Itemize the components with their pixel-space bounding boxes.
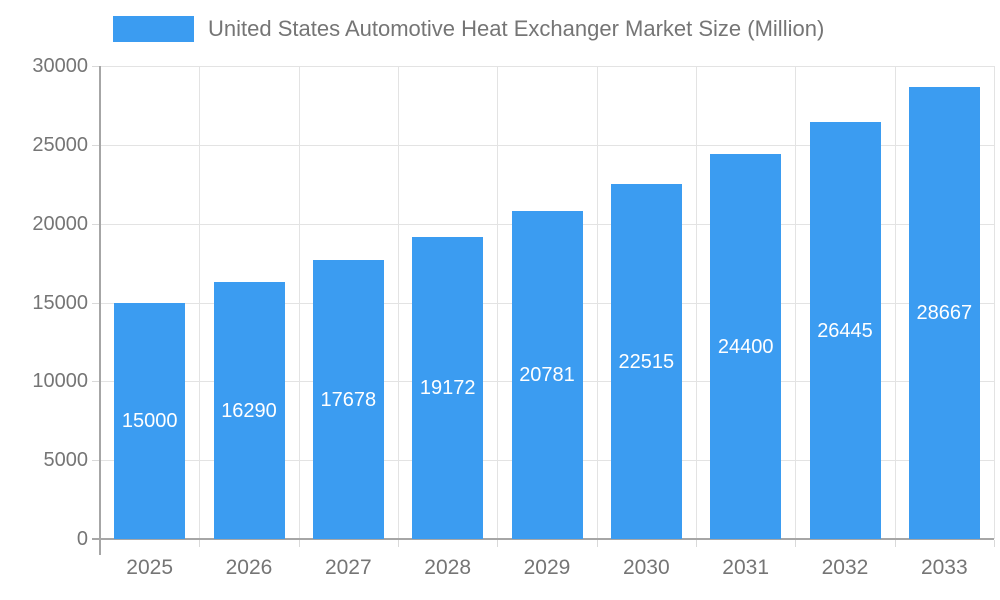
- legend-label: United States Automotive Heat Exchanger …: [208, 16, 825, 41]
- h-gridline: [100, 144, 994, 146]
- x-tick-label: 2027: [324, 556, 372, 579]
- x-axis-tick: [696, 540, 697, 547]
- y-tick-label: 5000: [43, 449, 89, 472]
- x-tick-label: 2030: [622, 556, 670, 579]
- y-axis-tick: [92, 381, 100, 383]
- x-tick-label: 2031: [722, 556, 770, 579]
- x-axis-line: [92, 538, 994, 540]
- bar-2026[interactable]: [213, 282, 285, 539]
- bar-2032[interactable]: [809, 122, 881, 539]
- y-axis-line: [99, 66, 101, 555]
- y-axis-tick: [92, 66, 100, 67]
- h-gridline: [100, 66, 994, 67]
- y-axis-tick: [92, 223, 100, 225]
- bar-2031[interactable]: [710, 154, 782, 539]
- y-axis-tick: [92, 302, 100, 304]
- v-gridline: [298, 66, 300, 539]
- y-tick-label: 30000: [32, 55, 88, 77]
- x-axis-tick: [398, 540, 399, 547]
- x-tick-label: 2026: [225, 556, 273, 579]
- v-gridline: [894, 66, 896, 539]
- x-axis-tick: [596, 540, 598, 547]
- v-gridline: [497, 66, 499, 539]
- x-tick-label: 2028: [424, 556, 472, 579]
- x-axis-tick: [199, 540, 201, 547]
- x-tick-label: 2025: [126, 556, 174, 579]
- v-gridline: [994, 66, 995, 539]
- x-tick-label: 2029: [523, 556, 571, 579]
- v-gridline: [596, 66, 598, 539]
- y-tick-label: 25000: [32, 133, 88, 156]
- v-gridline: [795, 66, 797, 539]
- v-gridline: [696, 66, 697, 539]
- y-tick-label: 20000: [32, 212, 88, 235]
- bar-2033[interactable]: [908, 87, 980, 539]
- bar-2029[interactable]: [511, 211, 583, 539]
- y-tick-label: 0: [76, 528, 88, 550]
- y-tick-label: 15000: [32, 291, 88, 314]
- x-axis-tick: [994, 540, 995, 547]
- x-tick-label: 2032: [821, 556, 869, 579]
- y-axis-tick: [92, 460, 100, 462]
- legend-item[interactable]: United States Automotive Heat Exchanger …: [113, 14, 824, 44]
- x-axis-tick: [497, 540, 499, 547]
- y-tick-label: 10000: [32, 370, 88, 393]
- x-axis-tick: [795, 540, 797, 547]
- x-tick-label: 2033: [920, 556, 968, 579]
- bar-2025[interactable]: [114, 302, 186, 539]
- x-axis-tick: [298, 540, 300, 547]
- x-axis-tick: [894, 540, 896, 547]
- bar-2028[interactable]: [412, 236, 484, 539]
- bar-2030[interactable]: [610, 184, 682, 539]
- v-gridline: [199, 66, 201, 539]
- v-gridline: [398, 66, 399, 539]
- legend-swatch: [113, 16, 194, 42]
- bar-2027[interactable]: [312, 260, 384, 539]
- y-axis-tick: [92, 144, 100, 146]
